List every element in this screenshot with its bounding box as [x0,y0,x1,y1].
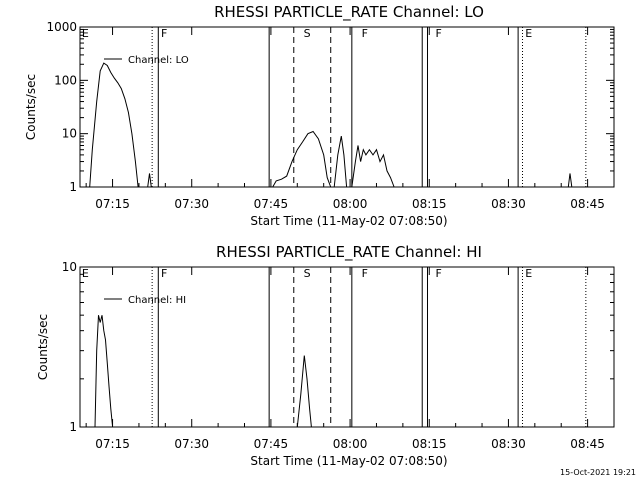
hi-y-axis-label: Counts/sec [36,314,50,380]
hi-y-tick-label-0: 1 [69,420,77,434]
lo-y-tick-label-2: 100 [54,73,77,87]
lo-region-label-1: F [161,27,167,40]
hi-x-tick-label-3: 08:00 [333,437,368,451]
lo-y-axis-label: Counts/sec [24,74,38,140]
hi-y-tick-label-1: 10 [62,260,77,274]
lo-x-tick-label-2: 07:45 [254,197,289,211]
hi-legend-label: Channel: HI [128,295,186,306]
lo-region-label-3: F [362,27,368,40]
hi-region-label-5: E [525,267,532,280]
lo-chart-title: RHESSI PARTICLE_RATE Channel: LO [214,3,484,22]
lo-x-axis-label: Start Time (11-May-02 07:08:50) [250,214,447,228]
lo-y-tick-label-0: 1 [69,180,77,194]
lo-series-0-segment-5 [567,173,573,188]
lo-y-tick-label-1: 10 [62,127,77,141]
hi-plot-frame [79,266,615,428]
lo-region-label-0: E [82,27,89,40]
lo-x-tick-label-4: 08:15 [412,197,447,211]
hi-x-tick-label-6: 08:45 [570,437,605,451]
lo-channel-panel: RHESSI PARTICLE_RATE Channel: LO E F S F F E 0… [24,3,615,228]
hi-region-label-3: F [362,267,368,280]
lo-series-0-segment-2 [272,130,332,188]
lo-x-tick-label-5: 08:30 [491,197,526,211]
hi-chart-title: RHESSI PARTICLE_RATE Channel: HI [216,243,482,262]
lo-region-label-2: S [304,27,311,40]
hi-x-tick-label-1: 07:30 [174,437,209,451]
hi-x-axis-label: Start Time (11-May-02 07:08:50) [250,454,447,468]
hi-x-tick-label-4: 08:15 [412,437,447,451]
lo-series-0-segment-1 [147,173,152,188]
lo-series-0-segment-0 [89,62,139,188]
lo-region-label-5: E [525,27,532,40]
hi-region-label-4: F [436,267,442,280]
hi-x-tick-label-2: 07:45 [254,437,289,451]
hi-x-tick-label-0: 07:15 [95,437,130,451]
hi-series-0-segment-1 [296,355,312,428]
lo-y-tick-label-3: 1000 [46,20,77,34]
plot-timestamp: 15-Oct-2021 19:21 [560,468,636,477]
hi-region-label-0: E [82,267,89,280]
lo-x-tick-label-6: 08:45 [570,197,605,211]
hi-region-label-1: F [161,267,167,280]
hi-region-label-2: S [304,267,311,280]
lo-x-tick-label-3: 08:00 [333,197,368,211]
lo-plot-frame [79,26,615,188]
hi-series-0-segment-0 [94,315,114,428]
hi-x-tick-label-5: 08:30 [491,437,526,451]
lo-region-label-4: F [436,27,442,40]
lo-series-0-segment-4 [351,145,395,188]
lo-x-tick-label-0: 07:15 [95,197,130,211]
lo-series-0-segment-3 [333,136,348,188]
hi-channel-panel: RHESSI PARTICLE_RATE Channel: HI E F S F F E 0… [36,243,615,468]
lo-x-tick-label-1: 07:30 [174,197,209,211]
lo-legend-label: Channel: LO [128,55,189,66]
